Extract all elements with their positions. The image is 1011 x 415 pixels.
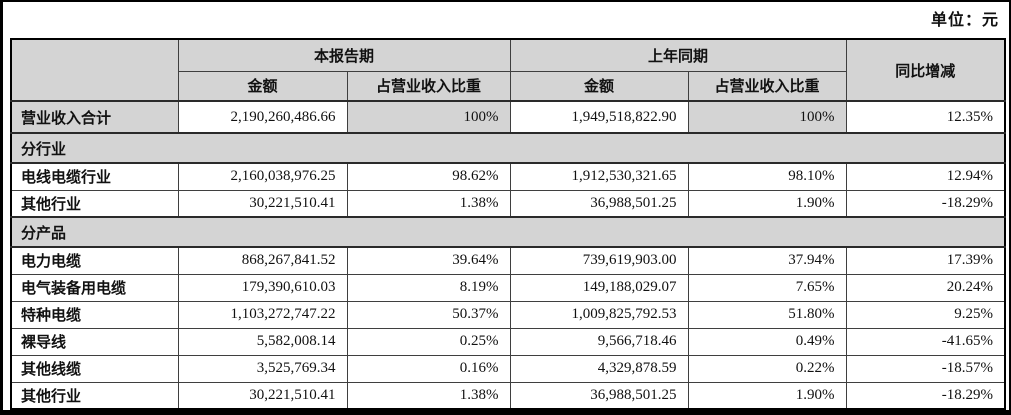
- cell-current-pct: 1.38%: [346, 381, 511, 410]
- cell-current-amount: 3,525,769.34: [177, 354, 348, 383]
- header-prior-period: 上年同期: [509, 38, 847, 72]
- row-label: 电气装备用电缆: [10, 273, 179, 302]
- table-row: 电线电缆行业 2,160,038,976.25 98.62% 1,912,530,32…: [10, 162, 1006, 191]
- header-row-1: 本报告期 上年同期 同比增减: [10, 38, 1006, 102]
- cell-yoy-change: 9.25%: [845, 300, 1006, 329]
- section-label: 分行业: [10, 132, 1006, 164]
- revenue-table: 本报告期 上年同期 同比增减 金额 占营业收入比重 金额 占营业收入比重 营业收…: [10, 38, 1007, 410]
- table-row: 其他线缆 3,525,769.34 0.16% 4,329,878.59 0.22% -1…: [10, 354, 1006, 383]
- cell-current-amount: 179,390,610.03: [177, 273, 348, 302]
- cell-yoy-change: -41.65%: [845, 327, 1006, 356]
- header-row-2: 金额 占营业收入比重 金额 占营业收入比重: [11, 70, 1005, 102]
- cell-yoy-change: -18.57%: [845, 354, 1006, 383]
- cell-current-pct: 0.25%: [346, 327, 511, 356]
- row-label: 电力电缆: [10, 246, 179, 275]
- cell-prior-pct: 1.90%: [687, 189, 847, 218]
- cell-yoy-change: -18.29%: [845, 381, 1006, 410]
- cell-prior-pct: 7.65%: [687, 273, 847, 302]
- cell-yoy-change: -18.29%: [845, 189, 1006, 218]
- header-current-pct: 占营业收入比重: [346, 70, 511, 102]
- cell-prior-amount: 149,188,029.07: [509, 273, 689, 302]
- cell-prior-pct: 100%: [687, 100, 847, 134]
- header-prior-amount: 金额: [509, 70, 689, 102]
- table-row: 特种电缆 1,103,272,747.22 50.37% 1,009,825,792.…: [10, 300, 1006, 329]
- cell-current-amount: 30,221,510.41: [177, 189, 348, 218]
- cell-prior-pct: 51.80%: [687, 300, 847, 329]
- cell-yoy-change: 20.24%: [845, 273, 1006, 302]
- cell-current-pct: 8.19%: [346, 273, 511, 302]
- cell-prior-amount: 4,329,878.59: [509, 354, 689, 383]
- cell-yoy-change: 17.39%: [845, 246, 1006, 275]
- cell-current-pct: 98.62%: [346, 162, 511, 191]
- cell-prior-pct: 1.90%: [687, 381, 847, 410]
- cell-yoy-change: 12.35%: [845, 100, 1006, 134]
- cell-prior-pct: 0.22%: [687, 354, 847, 383]
- cell-current-amount: 2,160,038,976.25: [177, 162, 348, 191]
- cell-prior-pct: 37.94%: [687, 246, 847, 275]
- header-current-period: 本报告期: [177, 38, 511, 72]
- cell-current-pct: 1.38%: [346, 189, 511, 218]
- table-row: 电力电缆 868,267,841.52 39.64% 739,619,903.00 37…: [10, 246, 1006, 275]
- row-label: 其他行业: [10, 381, 179, 410]
- header-prior-pct: 占营业收入比重: [687, 70, 847, 102]
- cell-prior-amount: 36,988,501.25: [509, 189, 689, 218]
- cell-prior-amount: 36,988,501.25: [509, 381, 689, 410]
- row-label: 裸导线: [10, 327, 179, 356]
- cell-current-pct: 100%: [346, 100, 511, 134]
- row-label: 电线电缆行业: [10, 162, 179, 191]
- table-row: 营业收入合计 2,190,260,486.66 100% 1,949,518,822.…: [10, 100, 1006, 134]
- row-label: 其他行业: [10, 189, 179, 218]
- unit-label: 单位：元: [930, 12, 999, 29]
- cell-prior-amount: 1,949,518,822.90: [509, 100, 689, 134]
- cell-current-amount: 2,190,260,486.66: [177, 100, 348, 134]
- cell-yoy-change: 12.94%: [845, 162, 1006, 191]
- cell-current-pct: 50.37%: [346, 300, 511, 329]
- cell-current-pct: 39.64%: [346, 246, 511, 275]
- cell-prior-amount: 9,566,718.46: [509, 327, 689, 356]
- section-label: 分产品: [10, 216, 1006, 248]
- row-label: 特种电缆: [10, 300, 179, 329]
- table-row: 电气装备用电缆 179,390,610.03 8.19% 149,188,029.07…: [10, 273, 1006, 302]
- table-row: 其他行业 30,221,510.41 1.38% 36,988,501.25 1.90%…: [10, 189, 1006, 218]
- table-header: 本报告期 上年同期 同比增减 金额 占营业收入比重 金额 占营业收入比重: [10, 38, 1006, 102]
- table-row: 裸导线 5,582,008.14 0.25% 9,566,718.46 0.49% -41…: [10, 327, 1006, 356]
- header-empty-cell: [10, 38, 179, 102]
- cell-prior-pct: 98.10%: [687, 162, 847, 191]
- cell-prior-pct: 0.49%: [687, 327, 847, 356]
- table-body: 营业收入合计 2,190,260,486.66 100% 1,949,518,822.…: [10, 100, 1006, 410]
- header-yoy-change: 同比增减: [845, 38, 1006, 102]
- section-row: 分行业: [10, 132, 1006, 164]
- cell-prior-amount: 1,912,530,321.65: [509, 162, 689, 191]
- section-row: 分产品: [10, 216, 1006, 248]
- cell-current-amount: 30,221,510.41: [177, 381, 348, 410]
- header-current-amount: 金额: [177, 70, 348, 102]
- row-label: 其他线缆: [10, 354, 179, 383]
- cell-current-amount: 1,103,272,747.22: [177, 300, 348, 329]
- row-label: 营业收入合计: [10, 100, 179, 134]
- cell-current-amount: 868,267,841.52: [177, 246, 348, 275]
- cell-prior-amount: 1,009,825,792.53: [509, 300, 689, 329]
- cell-current-pct: 0.16%: [346, 354, 511, 383]
- table-row: 其他行业 30,221,510.41 1.38% 36,988,501.25 1.90%…: [10, 381, 1006, 410]
- cell-current-amount: 5,582,008.14: [177, 327, 348, 356]
- cell-prior-amount: 739,619,903.00: [509, 246, 689, 275]
